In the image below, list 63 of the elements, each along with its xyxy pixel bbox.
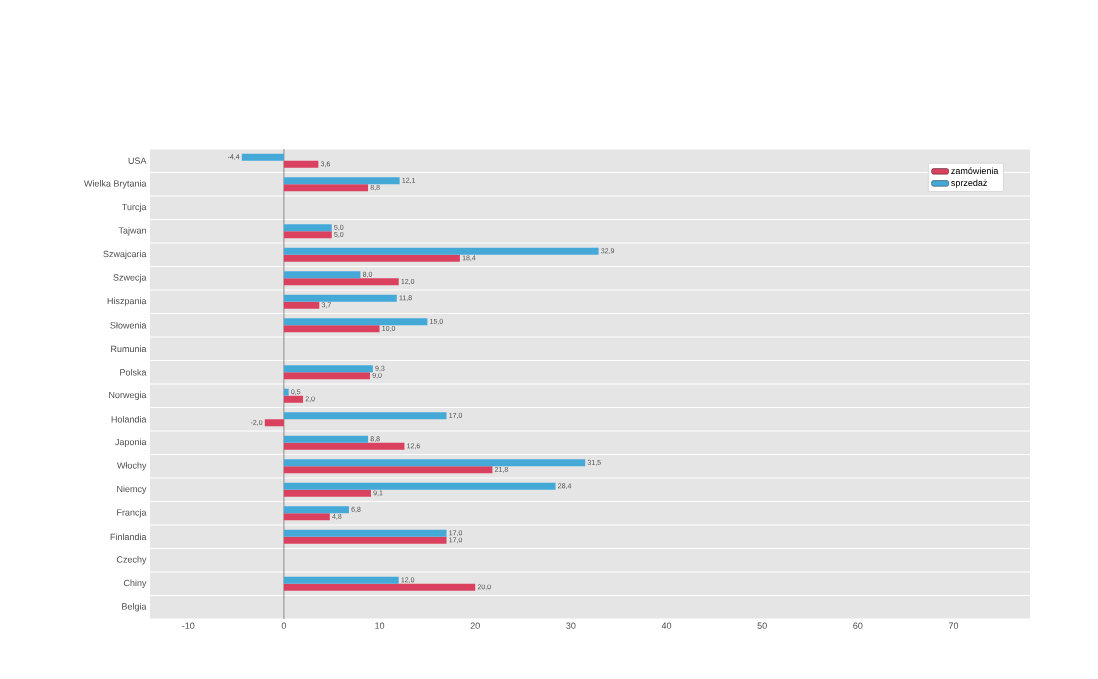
y-tick-label: Słowenia xyxy=(110,321,147,329)
bar xyxy=(283,160,319,168)
y-tick-label: Szwecja xyxy=(113,274,147,283)
y-tick-label: USA xyxy=(128,157,147,164)
bar xyxy=(283,294,397,302)
y-tick-label: Polska xyxy=(120,368,147,376)
bar xyxy=(283,513,330,521)
bar xyxy=(283,224,332,232)
y-tick-label: Japonia xyxy=(115,438,147,447)
y-tick-label: Tajwan xyxy=(118,227,146,236)
x-tick-label: 10 xyxy=(375,622,385,629)
y-tick-label: Czechy xyxy=(116,556,147,565)
y-tick-label: Francja xyxy=(117,509,147,518)
bar xyxy=(283,482,556,490)
bar xyxy=(283,412,447,420)
y-tick-label: Szwajcaria xyxy=(103,250,147,259)
x-tick-label: 0 xyxy=(281,622,287,629)
y-tick-label: Turcja xyxy=(122,203,147,212)
y-tick-label: Finlandia xyxy=(110,533,147,541)
bar xyxy=(283,254,460,262)
y-tick-label: Norwegia xyxy=(109,391,147,400)
bar xyxy=(283,506,349,514)
bar xyxy=(283,466,493,474)
bar xyxy=(283,583,476,591)
bar xyxy=(283,489,371,497)
x-tick-label: 40 xyxy=(661,622,672,629)
bar xyxy=(283,442,405,450)
y-tick-label: Rumunia xyxy=(111,345,147,353)
legend-label: zamówienia xyxy=(951,167,999,175)
bar xyxy=(283,325,380,333)
bar xyxy=(283,231,332,239)
x-tick-label: -10 xyxy=(182,622,195,629)
bar xyxy=(283,576,399,584)
x-tick-label: 20 xyxy=(470,622,480,629)
bar xyxy=(283,529,447,537)
bar xyxy=(283,278,399,286)
x-tick-label: 30 xyxy=(566,622,576,629)
y-tick-label: Wielka Brytania xyxy=(84,180,147,189)
bar xyxy=(283,247,599,255)
bar xyxy=(283,318,428,326)
y-tick-label: Chiny xyxy=(123,579,147,588)
bar xyxy=(283,365,373,373)
y-tick-label: Włochy xyxy=(117,462,147,471)
legend-label: sprzedaż xyxy=(951,179,987,188)
bar xyxy=(283,372,370,380)
y-tick-label: Belgia xyxy=(122,603,147,612)
bar xyxy=(283,301,320,309)
x-tick-label: 70 xyxy=(948,622,959,629)
x-tick-label: 50 xyxy=(757,622,767,629)
bar xyxy=(283,435,369,443)
bar xyxy=(283,177,400,185)
x-tick-label: 60 xyxy=(853,622,863,629)
bar xyxy=(283,271,361,279)
y-tick-label: Holandia xyxy=(111,415,147,423)
y-tick-label: Hiszpania xyxy=(107,297,147,306)
bar xyxy=(283,459,586,467)
y-tick-label: Niemcy xyxy=(117,485,147,494)
bar xyxy=(283,184,369,192)
bar xyxy=(283,395,304,403)
bar xyxy=(241,153,284,161)
bar xyxy=(283,536,447,544)
bar xyxy=(264,419,284,427)
bar xyxy=(283,388,289,396)
